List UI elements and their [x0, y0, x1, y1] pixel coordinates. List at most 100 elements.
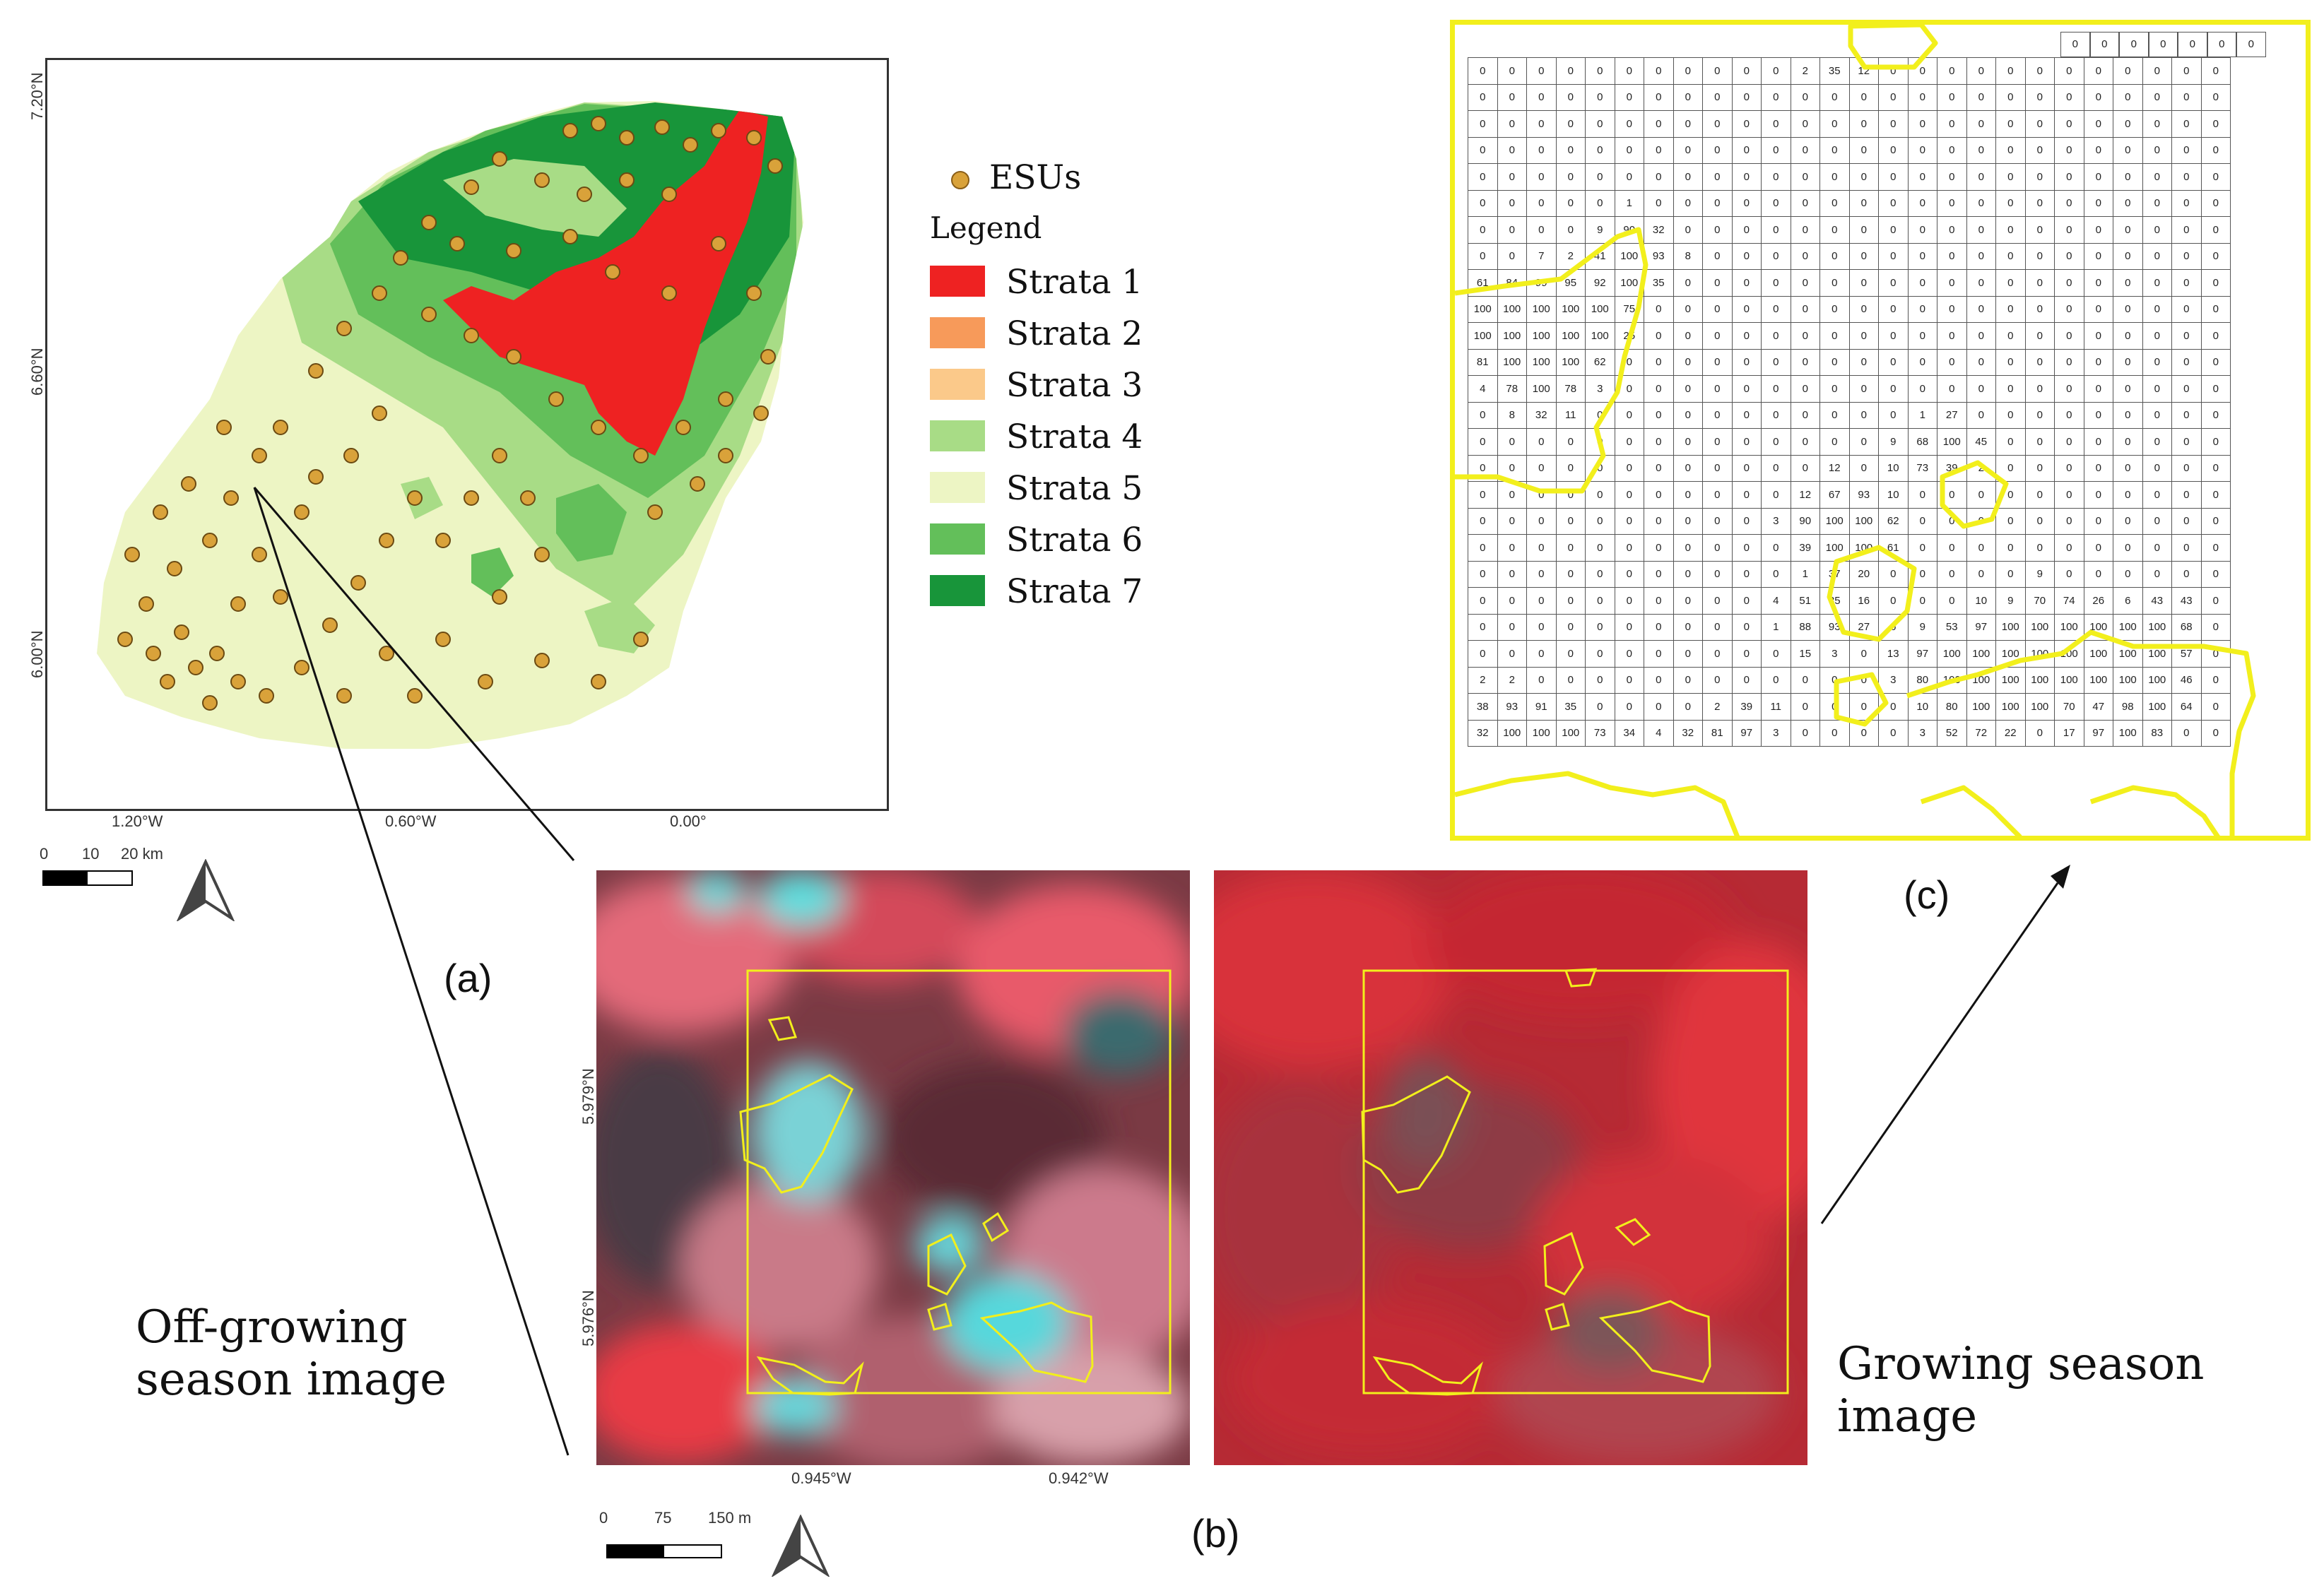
grid-cell: 0: [1585, 83, 1615, 111]
grid-cell: 0: [1497, 613, 1527, 641]
grid-cell: 0: [1995, 163, 2026, 191]
grid-cell: 0: [1497, 189, 1527, 217]
strata-4-label: Strata 4: [1006, 418, 1143, 456]
grid-cell: 0: [1526, 507, 1557, 535]
grid-cell: 0: [2113, 136, 2143, 164]
grid-cell: 0: [1673, 216, 1703, 244]
grid-cell: 78: [1555, 375, 1586, 403]
grid-cell: 100: [1468, 322, 1498, 350]
grid-cell: 0: [2024, 216, 2055, 244]
grid-cell: 0: [1731, 613, 1762, 641]
grid-cell: 0: [1731, 428, 1762, 456]
grid-cell: 0: [1555, 534, 1586, 562]
grid-cell: 0: [1966, 401, 1996, 429]
grid-cell: 0: [2142, 163, 2172, 191]
growing-season-image: [1214, 870, 1807, 1465]
grid-cell: 0: [1907, 83, 1937, 111]
grid-cell: 100: [1526, 719, 1557, 747]
grid-cell: 100: [1995, 693, 2026, 721]
grid-row: 0 0 0 0 0 0 0 0 0 0 0 0 0 0 9 68 100 45 0 0 0 0 0 0 0 0: [1468, 428, 2231, 456]
grid-cell: 0: [2113, 269, 2143, 297]
grid-cell: 0: [2113, 481, 2143, 509]
grid-cell: 0: [1848, 110, 1879, 138]
grid-cell: 0: [1731, 242, 1762, 270]
grid-cell: 0: [1673, 83, 1703, 111]
grid-cell: 0: [1585, 534, 1615, 562]
grid-cell: 0: [1526, 613, 1557, 641]
grid-cell: 0: [1937, 587, 1967, 615]
grid-cell: 100: [2024, 666, 2055, 694]
grid-cell: 0: [2083, 189, 2113, 217]
grid-cell: 0: [2054, 348, 2084, 376]
grid-cell: 0: [2024, 348, 2055, 376]
grid-cell: 0: [2142, 57, 2172, 85]
grid-cell: 0: [2142, 454, 2172, 482]
grid-cell: 100: [1526, 295, 1557, 323]
grid-cell: 0: [1702, 640, 1733, 668]
grid-cell: 7: [1526, 242, 1557, 270]
grid-cell: 0: [1790, 216, 1820, 244]
grid-cell: 0: [1585, 481, 1615, 509]
grid-cell: 0: [1907, 295, 1937, 323]
grid-cell: 0: [2142, 534, 2172, 562]
strata-1-swatch: [930, 266, 985, 297]
grid-cell: 38: [1468, 693, 1498, 721]
grid-row: 32 100 100 100 73 34 4 32 81 97 3 0 0 0 0 3 52 72 22 0 17 97 1…: [1468, 719, 2231, 747]
grid-cell: 0: [2171, 428, 2202, 456]
grid-top-cell: 0: [2178, 32, 2207, 57]
grid-cell: 0: [2083, 295, 2113, 323]
grid-cell: 0: [2171, 481, 2202, 509]
grid-cell: 0: [2171, 401, 2202, 429]
grid-cell: 35: [1555, 693, 1586, 721]
esu-points: [117, 116, 783, 711]
grid-cell: 0: [1819, 719, 1850, 747]
grid-cell: 0: [1702, 189, 1733, 217]
grid-cell: 0: [2171, 269, 2202, 297]
caption-growing-line-1: Growing season: [1837, 1338, 2205, 1390]
grid-cell: 0: [1526, 163, 1557, 191]
grid-cell: 0: [1555, 640, 1586, 668]
grid-cell: 0: [1937, 348, 1967, 376]
grid-cell: 0: [1790, 295, 1820, 323]
map-legend: ESUs Legend Strata 1 Strata 2 Strata 3 S…: [930, 157, 1198, 623]
grid-row: 0 0 0 0 9 90 32 0 0 0 0 0 0 0 0 0 0 0 0 0 0 0 0 0 0 0: [1468, 216, 2231, 244]
strata-3-label: Strata 3: [1006, 366, 1143, 405]
grid-cell: 0: [2054, 189, 2084, 217]
grid-cell: 100: [2113, 613, 2143, 641]
grid-cell: 0: [1761, 136, 1791, 164]
grid-cell: 0: [1966, 110, 1996, 138]
grid-row: 100 100 100 100 100 25 0 0 0 0 0 0 0 0 0 0 0 0 0 0 0 0 0 0 0 0: [1468, 322, 2231, 350]
strata-map: [45, 58, 889, 811]
grid-cell: 100: [1497, 295, 1527, 323]
grid-cell: 0: [1644, 57, 1674, 85]
grid-cell: 0: [1761, 560, 1791, 588]
grid-cell: 3: [1761, 719, 1791, 747]
grid-cell: 100: [1937, 640, 1967, 668]
grid-cell: 0: [2054, 507, 2084, 535]
grid-cell: 0: [1790, 428, 1820, 456]
grid-cell: 9: [1907, 613, 1937, 641]
grid-cell: 0: [2083, 57, 2113, 85]
grid-cell: 0: [1644, 375, 1674, 403]
grid-cell: 0: [1819, 348, 1850, 376]
grid-cell: 0: [2024, 83, 2055, 111]
grid-cell: 0: [1907, 216, 1937, 244]
grid-cell: 0: [1790, 189, 1820, 217]
grid-cell: 0: [2171, 719, 2202, 747]
grid-cell: 0: [1614, 136, 1644, 164]
grid-cell: 100: [1555, 348, 1586, 376]
grid-cell: 0: [1731, 295, 1762, 323]
grid-cell: 0: [1848, 454, 1879, 482]
scale-bar-b: 0 75 150 m: [598, 1509, 781, 1565]
grid-cell: 0: [1555, 57, 1586, 85]
grid-cell: 3: [1878, 666, 1909, 694]
esu-marker-icon: [951, 171, 969, 189]
grid-cell: 0: [2083, 534, 2113, 562]
grid-cell: 0: [1673, 136, 1703, 164]
grid-cell: 17: [2054, 719, 2084, 747]
grid-cell: 0: [1673, 348, 1703, 376]
grid-cell: 0: [2200, 57, 2231, 85]
